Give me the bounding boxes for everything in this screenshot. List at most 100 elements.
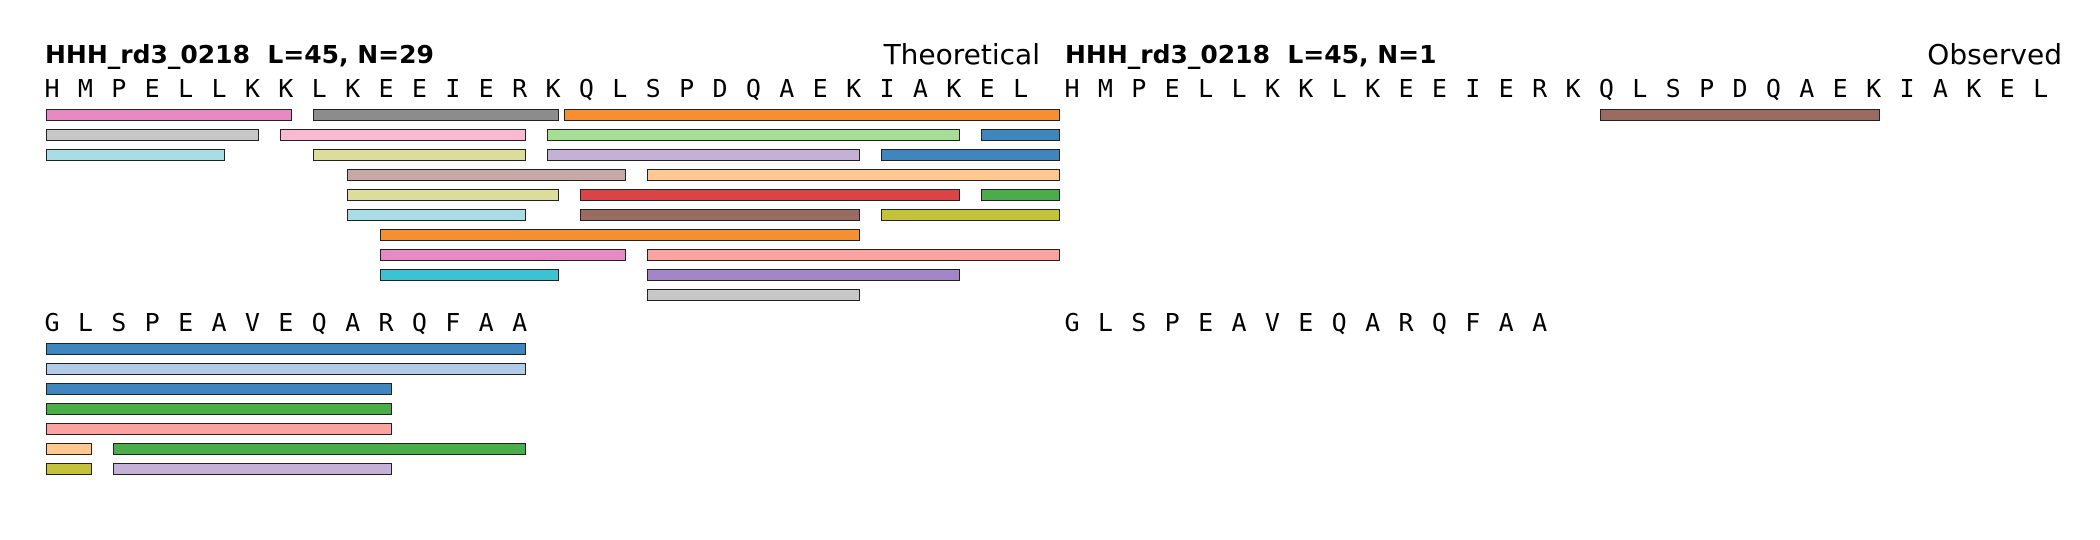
residue-letter: E [1398, 74, 1414, 103]
residue-letter: D [1732, 74, 1748, 103]
residue-letter: E [979, 74, 995, 103]
peptide-bar [46, 149, 226, 161]
residue-letter: I [1465, 74, 1481, 103]
peptide-bar [981, 129, 1061, 141]
peptide-bar [346, 189, 560, 201]
residue-letter: E [1431, 74, 1447, 103]
residue-letter: K [244, 74, 260, 103]
peptide-bar [647, 289, 860, 301]
residue-letter: L [211, 74, 227, 103]
peptide-bar [380, 229, 860, 241]
residue-letter: K [278, 74, 294, 103]
peptide-bar [547, 149, 860, 161]
residue-letter: L [178, 74, 194, 103]
residue-letter: V [244, 308, 260, 337]
panel-title-observed: HHH_rd3_0218 L=45, N=1 [1065, 40, 1437, 69]
residue-letter: A [1932, 74, 1948, 103]
residue-letter: D [712, 74, 728, 103]
residue-letter: L [1097, 308, 1113, 337]
peptide-bar [647, 269, 961, 281]
residue-letter: V [1264, 308, 1280, 337]
residue-letter: H [44, 74, 60, 103]
residue-letter: Q [411, 308, 427, 337]
peptide-bar [46, 363, 526, 375]
residue-letter: R [1532, 74, 1548, 103]
residue-letter: A [1231, 308, 1247, 337]
residue-letter: E [1999, 74, 2015, 103]
residue-letter: K [545, 74, 561, 103]
peptide-bar [46, 403, 393, 415]
peptide-bar [346, 209, 526, 221]
peptide-bar [112, 443, 526, 455]
residue-letter: Q [1331, 308, 1347, 337]
residue-letter: A [211, 308, 227, 337]
residue-letter: F [1465, 308, 1481, 337]
residue-letter: L [1198, 74, 1214, 103]
residue-letter: K [1866, 74, 1882, 103]
peptide-bar [881, 149, 1061, 161]
residue-letter: L [1632, 74, 1648, 103]
residue-letter: A [345, 308, 361, 337]
residue-letter: K [1298, 74, 1314, 103]
residue-letter: E [411, 74, 427, 103]
residue-letter: K [1264, 74, 1280, 103]
peptide-bar [881, 209, 1061, 221]
residue-letter: R [512, 74, 528, 103]
peptide-bar [46, 109, 293, 121]
residue-letter: L [311, 74, 327, 103]
residue-letter: F [445, 308, 461, 337]
peptide-bar [46, 129, 259, 141]
peptide-bar [647, 169, 1061, 181]
peptide-bar [112, 463, 393, 475]
residue-letter: A [1365, 308, 1381, 337]
residue-letter: A [1498, 308, 1514, 337]
residue-letter: M [1097, 74, 1113, 103]
residue-letter: E [278, 308, 294, 337]
residue-letter: Q [745, 74, 761, 103]
peptide-bar [563, 109, 1061, 121]
residue-letter: E [144, 74, 160, 103]
peptide-bar [313, 109, 560, 121]
peptide-bar [279, 129, 526, 141]
peptide-bar [647, 249, 1061, 261]
residue-letter: P [679, 74, 695, 103]
residue-letter: A [1799, 74, 1815, 103]
peptide-bar [346, 169, 627, 181]
peptide-bar [46, 463, 92, 475]
peptide-bar [46, 443, 92, 455]
peptide-bar [380, 269, 560, 281]
panel-label-theoretical: Theoretical [883, 38, 1040, 71]
residue-letter: I [445, 74, 461, 103]
residue-letter: E [812, 74, 828, 103]
residue-letter: Q [311, 308, 327, 337]
residue-letter: E [1198, 308, 1214, 337]
residue-letter: E [178, 308, 194, 337]
residue-letter: E [1832, 74, 1848, 103]
residue-letter: K [946, 74, 962, 103]
residue-letter: Q [578, 74, 594, 103]
residue-letter: L [1013, 74, 1029, 103]
residue-letter: P [1131, 74, 1147, 103]
residue-letter: A [478, 308, 494, 337]
residue-letter: G [44, 308, 60, 337]
residue-letter: S [1131, 308, 1147, 337]
residue-letter: L [77, 308, 93, 337]
residue-letter: M [77, 74, 93, 103]
residue-letter: L [2033, 74, 2049, 103]
residue-letter: L [612, 74, 628, 103]
residue-letter: S [111, 308, 127, 337]
peptide-bar [46, 343, 526, 355]
peptide-bar [547, 129, 961, 141]
panel-title-theoretical: HHH_rd3_0218 L=45, N=29 [45, 40, 434, 69]
peptide-bar [981, 189, 1061, 201]
peptide-bar [313, 149, 526, 161]
residue-letter: S [1665, 74, 1681, 103]
residue-letter: A [912, 74, 928, 103]
panel-label-observed: Observed [1927, 38, 2062, 71]
residue-letter: A [1532, 308, 1548, 337]
residue-letter: E [478, 74, 494, 103]
residue-letter: P [1699, 74, 1715, 103]
residue-letter: L [1331, 74, 1347, 103]
peptide-bar [380, 249, 627, 261]
